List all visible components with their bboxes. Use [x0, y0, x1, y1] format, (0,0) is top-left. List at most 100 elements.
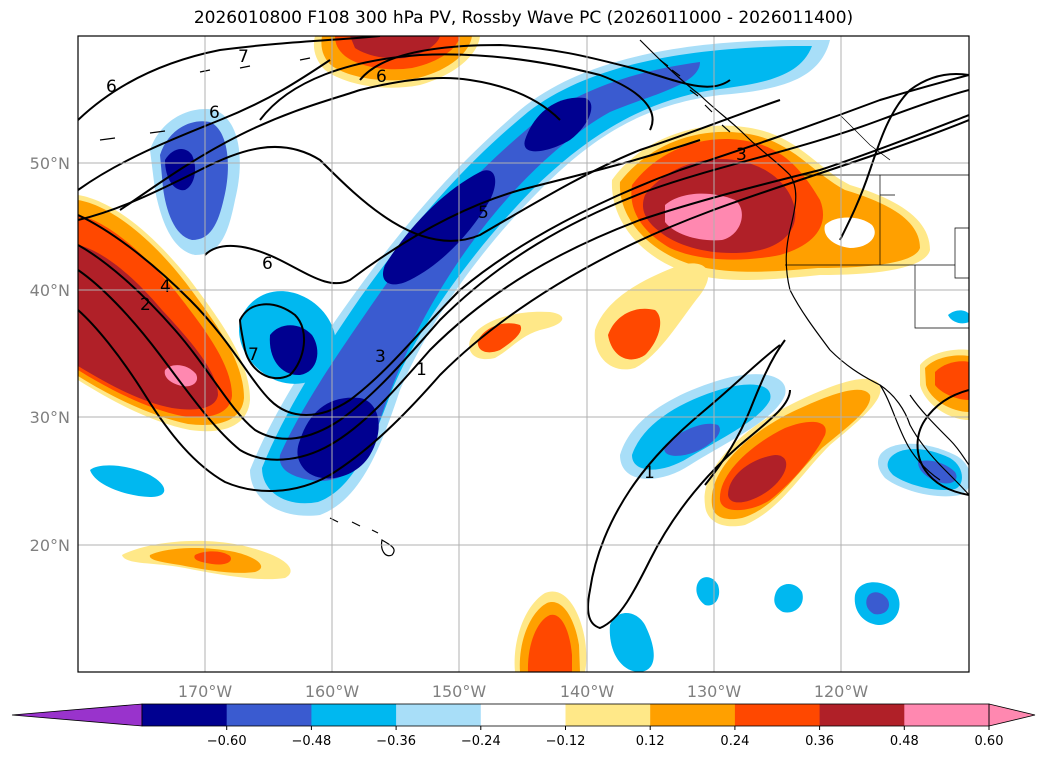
contour-label: 4 — [160, 277, 171, 297]
red-small-inner — [477, 323, 522, 353]
colorbar-segment — [904, 704, 990, 726]
colorbar-tick-label: −0.24 — [461, 734, 501, 749]
colorbar-segment — [650, 704, 736, 726]
contour-label: 3 — [375, 347, 386, 367]
blue-patch-south-3 — [774, 584, 803, 613]
contour-label: 3 — [736, 145, 747, 165]
state-borders — [785, 175, 969, 329]
hawaii-islands — [329, 517, 395, 557]
colorbar-extend-right — [988, 703, 1036, 727]
lat-label: 30°N — [30, 408, 70, 427]
contour-label: 2 — [140, 295, 151, 315]
red-ridge-hole — [824, 217, 875, 248]
geopotential-contours — [78, 36, 969, 630]
blue-trough-core-south — [297, 397, 379, 479]
contour-line-right-ridge — [839, 72, 969, 241]
colorbar: −0.60 −0.48 −0.36 −0.24 −0.12 0.12 0.24 0.36 0.4… — [11, 703, 1036, 749]
colorbar-segment — [480, 704, 566, 726]
contour-label: 5 — [478, 203, 489, 223]
red-sw-core — [728, 455, 787, 503]
political-borders — [785, 114, 969, 329]
blue-130w-core — [664, 423, 720, 456]
latitude-labels: 50°N 40°N 30°N 20°N — [30, 154, 70, 555]
alaska-panhandle-islands — [659, 59, 731, 133]
colorbar-extend-left — [11, 703, 143, 727]
contour-label: 6 — [262, 254, 273, 274]
blue-patch-south-1 — [609, 612, 654, 672]
map-title: 2026010800 F108 300 hPa PV, Rossby Wave … — [193, 8, 854, 28]
colorbar-segment — [142, 704, 228, 726]
colorbar-tick-label: 0.48 — [890, 734, 919, 749]
lon-label: 130°W — [687, 682, 742, 701]
colorbar-tick-label: 0.24 — [720, 734, 749, 749]
contour-line-east-trough — [704, 339, 786, 486]
contour-label: 6 — [106, 77, 117, 97]
alaska-canada-border — [839, 114, 891, 161]
contour-label: 7 — [248, 345, 259, 365]
contour-line-2 — [78, 114, 969, 461]
lon-label: 170°W — [178, 682, 233, 701]
red-west-core — [164, 365, 198, 387]
lon-label: 160°W — [305, 682, 360, 701]
colorbar-segment — [396, 704, 482, 726]
gulf-california — [909, 394, 969, 466]
gridlines — [78, 36, 969, 672]
lon-label: 150°W — [432, 682, 487, 701]
red-tongue-inner — [608, 308, 661, 360]
baja-peninsula — [879, 384, 941, 481]
lat-label: 20°N — [30, 536, 70, 555]
pv-anomaly-fills — [78, 36, 969, 672]
contour-label: 6 — [376, 67, 387, 87]
blue-patch-south-4-core — [866, 592, 889, 615]
red-subtrop-core — [194, 551, 231, 565]
lat-label: 50°N — [30, 154, 70, 173]
blue-lobe-core — [269, 325, 318, 376]
longitude-labels: 170°W 160°W 150°W 140°W 130°W 120°W — [178, 682, 869, 701]
contour-line-outer-ridge — [78, 36, 381, 121]
blue-patch-east — [948, 310, 969, 324]
colorbar-tick-label: 0.12 — [636, 734, 665, 749]
blue-patch-baja-core — [918, 460, 957, 484]
colorbar-tick-label: 0.36 — [805, 734, 834, 749]
red-east-l3 — [935, 361, 969, 400]
lon-label: 120°W — [814, 682, 869, 701]
colorbar-segment — [226, 704, 312, 726]
colorbar-segment — [565, 704, 651, 726]
contour-line-4 — [78, 74, 969, 416]
contour-line-6-ridge — [119, 77, 561, 211]
contour-label: 1 — [416, 360, 427, 380]
contour-line-6-south — [204, 139, 701, 285]
lon-label: 140°W — [560, 682, 615, 701]
contour-line-3 — [78, 89, 969, 440]
colorbar-tick-label: −0.36 — [376, 734, 416, 749]
blue-patch-west — [90, 465, 165, 497]
contour-line-north-loop — [359, 43, 731, 88]
blue-trough-outer — [250, 40, 830, 516]
red-south-core — [527, 614, 572, 672]
colorbar-tick-label: 0.60 — [975, 734, 1004, 749]
blue-patch-south-2 — [696, 577, 720, 606]
colorbar-tick-label: −0.48 — [291, 734, 331, 749]
contour-line-5 — [78, 99, 781, 242]
contour-line-6-north — [78, 59, 331, 191]
map-frame — [77, 35, 970, 673]
contour-line-1 — [78, 119, 969, 493]
contour-label-group: 7 6 6 6 6 5 3 3 1 1 4 2 7 — [106, 47, 747, 483]
contour-line-7-low — [238, 303, 306, 380]
lat-label: 40°N — [30, 281, 70, 300]
contour-line-loop-7 — [259, 53, 654, 131]
blue-trough-core-mid — [382, 170, 496, 285]
colorbar-tick-label: −0.60 — [207, 734, 247, 749]
colorbar-segment — [819, 704, 905, 726]
blue-trough-core-north — [524, 97, 592, 152]
contour-line-east-hook — [916, 389, 969, 496]
contour-label: 6 — [209, 103, 220, 123]
red-north-core — [350, 36, 440, 59]
colorbar-tick-label: −0.12 — [546, 734, 586, 749]
contour-label: 1 — [644, 463, 655, 483]
colorbar-segment — [734, 704, 821, 726]
colorbar-segment — [311, 704, 397, 726]
contour-label: 7 — [238, 47, 249, 67]
blue-trough-inner — [279, 62, 700, 481]
